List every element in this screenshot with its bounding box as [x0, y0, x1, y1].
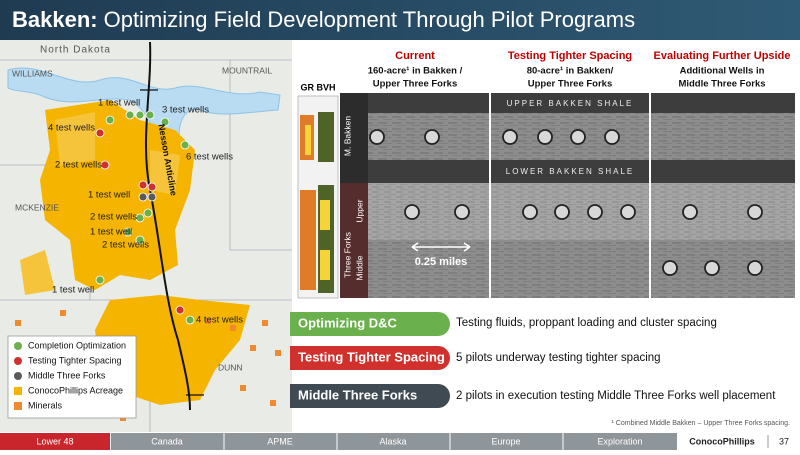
legend-item: Testing Tighter Spacing [28, 355, 122, 365]
title-bold: Bakken: [12, 7, 98, 32]
county-label: WILLIAMS [12, 68, 53, 78]
footer: Lower 48 Canada APME Alaska Europe Explo… [0, 432, 800, 450]
column-subheading: Additional Wells in [680, 66, 765, 77]
legend-item: Minerals [28, 400, 63, 410]
nav-tab[interactable]: APME [267, 436, 293, 446]
title: Bakken: Optimizing Field Development Thro… [12, 7, 635, 32]
legend [7, 335, 137, 419]
legend-item: Middle Three Forks [28, 370, 106, 380]
well-label: 3 test wells [162, 105, 209, 116]
county-label: MOUNTRAIL [222, 65, 272, 75]
well-label: 1 test well [98, 98, 140, 109]
well-label: 2 test wells [102, 240, 149, 251]
nav-tab[interactable]: Lower 48 [36, 436, 73, 446]
legend-item: ConocoPhillips Acreage [28, 385, 123, 395]
pilot-list: Optimizing D&C Testing fluids, proppant … [290, 312, 776, 408]
pilot-name: Testing Tighter Spacing [298, 349, 445, 364]
map: North Dakota WILLIAMS MOUNTRAIL MCKENZIE… [0, 40, 292, 432]
column-heading: Testing Tighter Spacing [508, 50, 632, 62]
well-label: 4 test wells [196, 315, 243, 326]
well-label: 2 test wells [55, 160, 102, 171]
map-state: North Dakota [40, 45, 111, 56]
shale-label: UPPER BAKKEN SHALE [507, 99, 634, 108]
column-subheading: Upper Three Forks [373, 79, 457, 90]
layer-label: Middle [354, 255, 364, 280]
well-label: 2 test wells [90, 212, 137, 223]
well-label: 4 test wells [48, 123, 95, 134]
pilot-name: Optimizing D&C [298, 315, 398, 330]
column-heading: Current [395, 50, 435, 62]
scale-label: 0.25 miles [415, 256, 468, 268]
column-subheading: Middle Three Forks [678, 79, 765, 90]
column-subheading: 160-acre¹ in Bakken / [368, 66, 463, 77]
brand: ConocoPhillips [689, 436, 755, 446]
column-heading: Evaluating Further Upside [654, 50, 791, 62]
pilot-description: Testing fluids, proppant loading and clu… [456, 317, 717, 329]
log-label: GR BVH [300, 82, 335, 92]
column-subheading: 80-acre¹ in Bakken/ [527, 66, 614, 77]
pilot-description: 2 pilots in execution testing Middle Thr… [456, 390, 776, 402]
page-number: 37 [779, 436, 789, 446]
county-label: DUNN [218, 362, 243, 372]
spacing-diagram: Current 160-acre¹ in Bakken / Upper Thre… [297, 50, 795, 299]
column-subheading: Upper Three Forks [528, 79, 612, 90]
shale-label: LOWER BAKKEN SHALE [506, 167, 634, 176]
nav-tab[interactable]: Exploration [597, 436, 642, 446]
county-label: MCKENZIE [15, 202, 59, 212]
well-label: 1 test well [88, 190, 130, 201]
nav-tab[interactable]: Alaska [379, 436, 406, 446]
layer-label: M. Bakken [342, 116, 352, 156]
well-label: 6 test wells [186, 152, 233, 163]
pilot-description: 5 pilots underway testing tighter spacin… [456, 352, 661, 364]
layer-label: Three Forks [342, 232, 352, 278]
title-rest: Optimizing Field Development Through Pil… [104, 7, 636, 32]
well-label: 1 test well [90, 227, 132, 238]
nav-tab[interactable]: Europe [491, 436, 520, 446]
well-label: 1 test well [52, 285, 94, 296]
layer-label: Upper [354, 199, 364, 222]
pilot-name: Middle Three Forks [298, 387, 417, 402]
footnote: ¹ Combined Middle Bakken – Upper Three F… [612, 420, 791, 427]
legend-item: Completion Optimization [28, 340, 126, 350]
title-bar [0, 0, 800, 40]
nav-tab[interactable]: Canada [151, 436, 183, 446]
